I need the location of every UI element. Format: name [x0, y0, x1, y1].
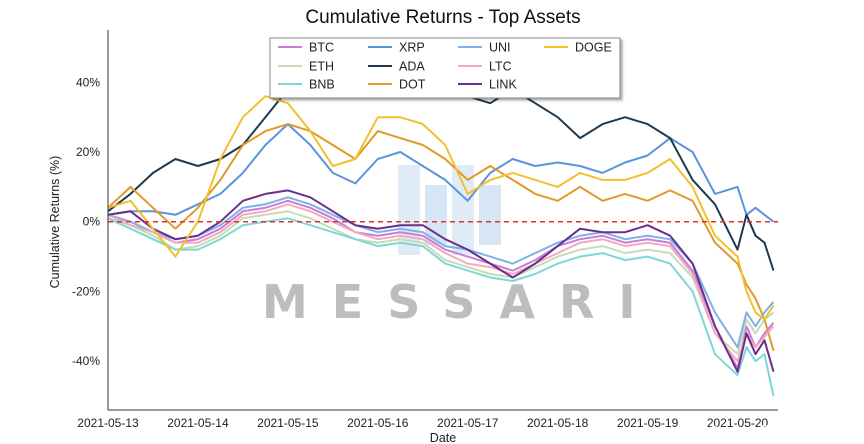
x-tick-label: 2021-05-15 — [257, 416, 319, 430]
y-tick-label: 0% — [83, 215, 101, 229]
legend-label-eth: ETH — [309, 60, 334, 74]
x-tick-label: 2021-05-19 — [617, 416, 679, 430]
y-tick-label: -20% — [72, 284, 100, 298]
series-line-xrp — [107, 123, 775, 223]
series-line-ltc — [107, 203, 775, 363]
series-layer — [107, 39, 775, 397]
series-line-bnb — [107, 217, 775, 397]
x-axis-label: Date — [430, 431, 456, 444]
chat-bubble-icon — [685, 422, 703, 440]
x-tick-label: 2021-05-14 — [167, 416, 229, 430]
x-tick-label: 2021-05-13 — [77, 416, 139, 430]
y-tick-label: 40% — [76, 75, 100, 89]
y-axis-label: Cumulative Returns (%) — [48, 156, 62, 289]
x-tick-label: 2021-05-18 — [527, 416, 589, 430]
legend-label-xrp: XRP — [399, 41, 425, 55]
legend-items: BTC ETH BNB XRP ADA DOT UNI LTC LINK DOGE — [278, 41, 612, 92]
legend: BTC ETH BNB XRP ADA DOT UNI LTC LINK DOGE — [269, 37, 621, 99]
watermark-text: MESSARI — [262, 275, 660, 329]
axes: -40%-20%0%20%40% 2021-05-13 2021-05-14 202… — [48, 30, 778, 444]
series-line-link — [107, 189, 775, 373]
legend-label-ltc: LTC — [489, 60, 512, 74]
series-line-doge — [107, 95, 775, 321]
series-line-dot — [107, 123, 775, 351]
x-ticks: 2021-05-13 2021-05-14 2021-05-15 2021-05-16… — [77, 416, 768, 430]
legend-label-doge: DOGE — [575, 41, 612, 55]
y-tick-label: 20% — [76, 145, 100, 159]
messari-watermark: MESSARI — [262, 165, 660, 329]
legend-label-link: LINK — [489, 78, 517, 92]
corner-watermark-text: C plus 区块链 — [708, 423, 804, 441]
legend-label-bnb: BNB — [309, 78, 335, 92]
x-tick-label: 2021-05-16 — [347, 416, 409, 430]
legend-label-ada: ADA — [399, 60, 425, 74]
plot-area: MESSARI — [107, 39, 778, 397]
x-tick-label: 2021-05-17 — [437, 416, 499, 430]
y-tick-label: -40% — [72, 354, 100, 368]
legend-label-btc: BTC — [309, 41, 334, 55]
chart-title: Cumulative Returns - Top Assets — [305, 7, 580, 28]
legend-label-dot: DOT — [399, 78, 426, 92]
corner-watermark: C plus 区块链 — [685, 422, 804, 441]
y-ticks: -40% -20% 0% 20% 40% — [72, 75, 100, 368]
x-tick-label: 2021-05-20 — [707, 416, 769, 430]
legend-label-uni: UNI — [489, 41, 511, 55]
